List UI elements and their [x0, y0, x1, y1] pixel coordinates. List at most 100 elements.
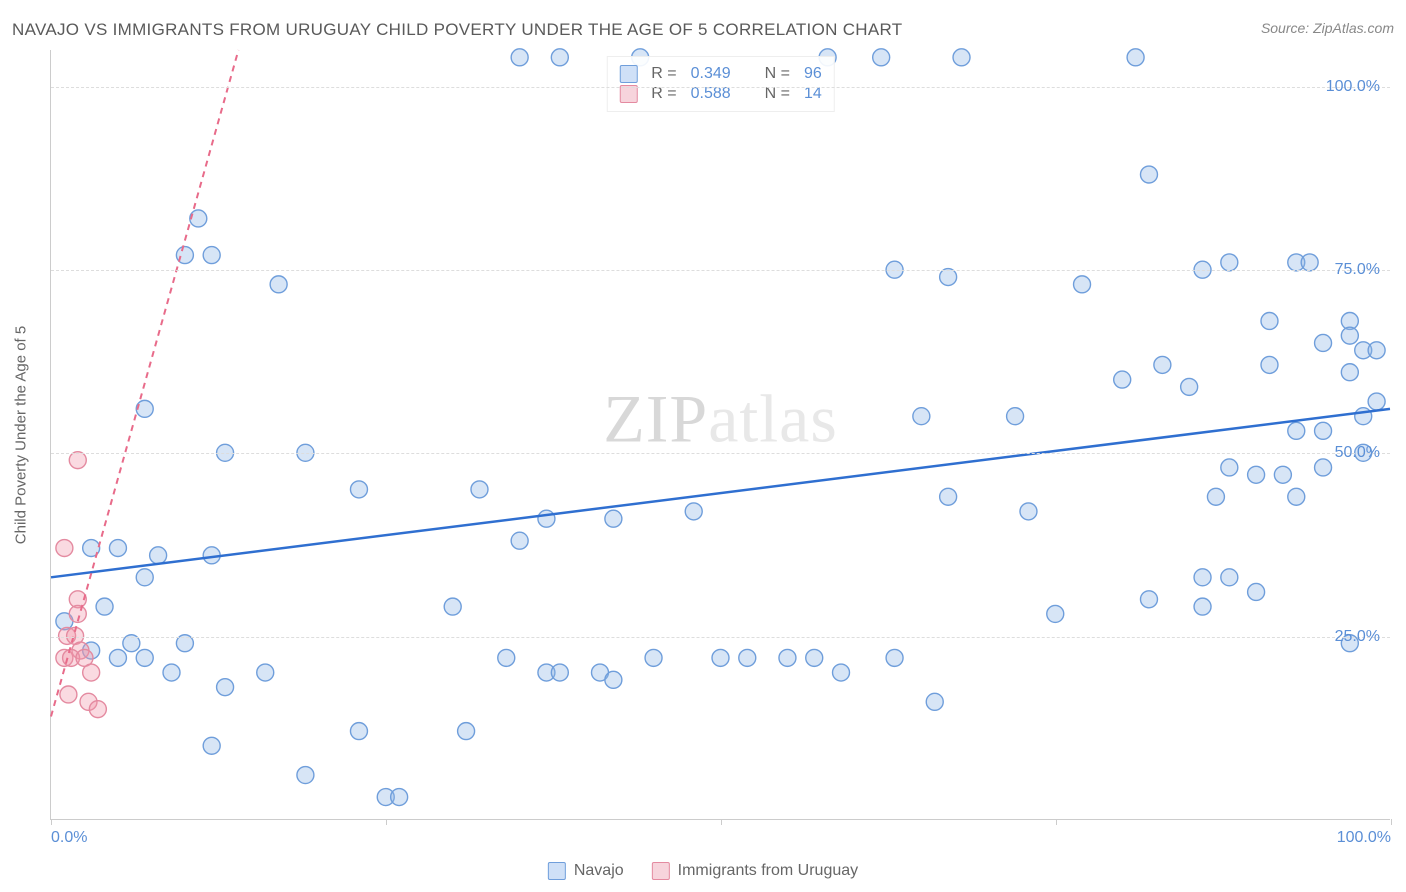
data-point [1074, 276, 1091, 293]
r-value-0: 0.349 [691, 65, 741, 83]
data-point [551, 664, 568, 681]
data-point [1020, 503, 1037, 520]
data-point [538, 510, 555, 527]
y-tick-label: 25.0% [1335, 628, 1380, 646]
data-point [1194, 569, 1211, 586]
data-point [83, 664, 100, 681]
data-point [712, 649, 729, 666]
data-point [56, 540, 73, 557]
data-point [203, 247, 220, 264]
swatch-series-1 [619, 85, 637, 103]
data-point [605, 671, 622, 688]
data-point [551, 49, 568, 66]
data-point [136, 400, 153, 417]
data-point [1207, 488, 1224, 505]
data-point [136, 569, 153, 586]
trend-line [51, 409, 1390, 577]
data-point [1154, 356, 1171, 373]
legend-series: Navajo Immigrants from Uruguay [548, 862, 858, 880]
data-point [498, 649, 515, 666]
data-point [458, 723, 475, 740]
data-point [217, 679, 234, 696]
data-point [89, 701, 106, 718]
legend-item-1: Immigrants from Uruguay [652, 862, 859, 880]
y-axis-label: Child Poverty Under the Age of 5 [13, 325, 30, 543]
data-point [1301, 254, 1318, 271]
data-point [1315, 459, 1332, 476]
legend-row-series-0: R = 0.349 N = 96 [619, 65, 821, 83]
data-point [806, 649, 823, 666]
source-attribution: Source: ZipAtlas.com [1261, 20, 1394, 36]
trend-line [51, 50, 238, 716]
data-point [96, 598, 113, 615]
x-tick-label: 0.0% [51, 829, 87, 847]
data-point [605, 510, 622, 527]
data-point [203, 737, 220, 754]
x-tick-label: 100.0% [1337, 829, 1391, 847]
data-point [685, 503, 702, 520]
x-tick [1056, 819, 1057, 825]
r-label: R = [651, 85, 676, 103]
data-point [1194, 598, 1211, 615]
data-point [511, 532, 528, 549]
data-point [1221, 459, 1238, 476]
data-point [953, 49, 970, 66]
data-point [1007, 408, 1024, 425]
gridline [51, 453, 1390, 454]
n-label: N = [765, 65, 790, 83]
data-point [163, 664, 180, 681]
data-point [940, 269, 957, 286]
legend-correlation: R = 0.349 N = 96 R = 0.588 N = 14 [606, 56, 834, 112]
source-prefix: Source: [1261, 20, 1313, 36]
data-point [1127, 49, 1144, 66]
data-point [1368, 393, 1385, 410]
data-point [779, 649, 796, 666]
data-point [913, 408, 930, 425]
data-point [270, 276, 287, 293]
data-point [1288, 422, 1305, 439]
data-point [60, 686, 77, 703]
data-point [1315, 422, 1332, 439]
r-value-1: 0.588 [691, 85, 741, 103]
data-point [471, 481, 488, 498]
data-point [1221, 569, 1238, 586]
swatch-series-0 [619, 65, 637, 83]
data-point [645, 649, 662, 666]
data-point [1221, 254, 1238, 271]
n-value-0: 96 [804, 65, 822, 83]
data-point [1368, 342, 1385, 359]
data-point [1261, 312, 1278, 329]
y-tick-label: 50.0% [1335, 444, 1380, 462]
legend-item-0: Navajo [548, 862, 624, 880]
data-point [940, 488, 957, 505]
data-point [1288, 488, 1305, 505]
data-point [1341, 327, 1358, 344]
x-tick [721, 819, 722, 825]
data-point [739, 649, 756, 666]
n-value-1: 14 [804, 85, 822, 103]
data-point [444, 598, 461, 615]
x-tick [386, 819, 387, 825]
chart-title: NAVAJO VS IMMIGRANTS FROM URUGUAY CHILD … [12, 20, 902, 40]
data-point [1114, 371, 1131, 388]
data-point [350, 723, 367, 740]
y-tick-label: 75.0% [1335, 261, 1380, 279]
y-tick-label: 100.0% [1326, 78, 1380, 96]
gridline [51, 87, 1390, 88]
data-point [257, 664, 274, 681]
gridline [51, 270, 1390, 271]
chart-svg [51, 50, 1390, 819]
plot-area: Child Poverty Under the Age of 5 ZIPatla… [50, 50, 1390, 820]
data-point [1261, 356, 1278, 373]
x-tick [51, 819, 52, 825]
swatch-series-1 [652, 862, 670, 880]
data-point [109, 649, 126, 666]
data-point [511, 49, 528, 66]
data-point [109, 540, 126, 557]
data-point [1047, 605, 1064, 622]
legend-row-series-1: R = 0.588 N = 14 [619, 85, 821, 103]
data-point [136, 649, 153, 666]
data-point [1341, 364, 1358, 381]
data-point [350, 481, 367, 498]
n-label: N = [765, 85, 790, 103]
